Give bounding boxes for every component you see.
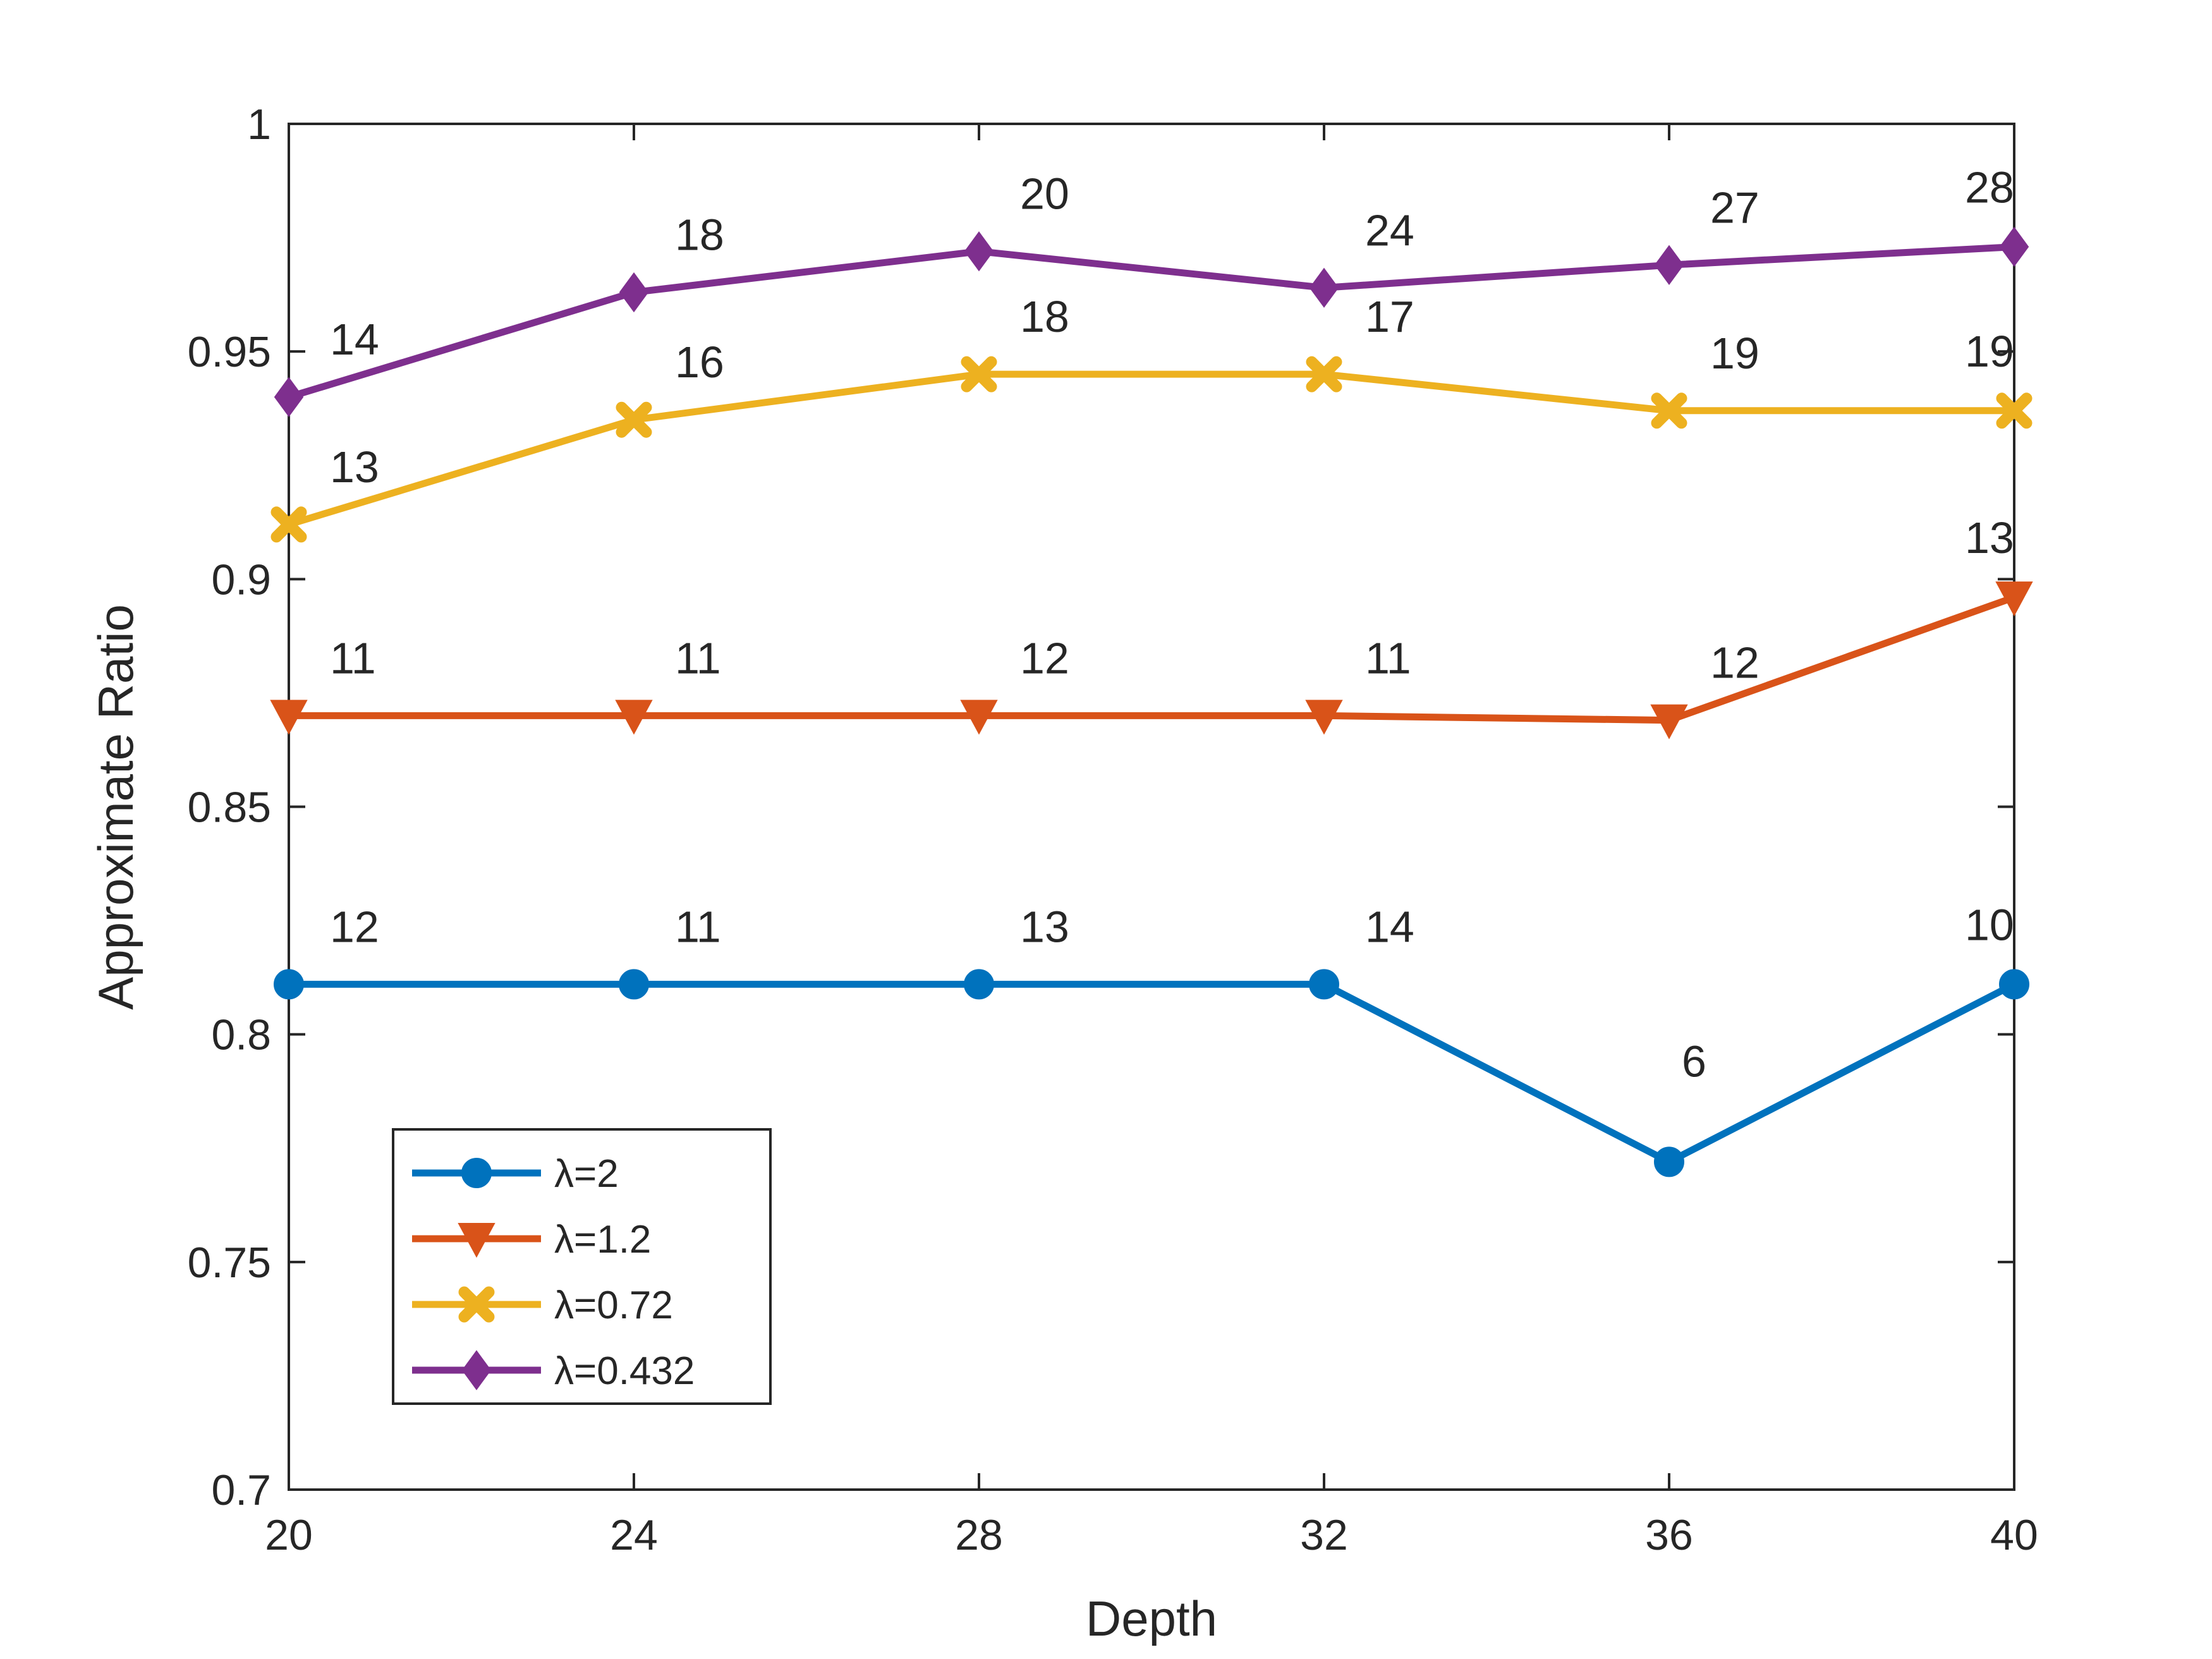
x-axis-title: Depth: [1086, 1591, 1217, 1646]
data-point: [270, 506, 307, 543]
data-label: 12: [330, 902, 379, 951]
data-label: 11: [330, 633, 376, 683]
series-line: [288, 370, 2014, 528]
series-line: [288, 243, 2015, 401]
legend-label: λ=0.432: [554, 1349, 695, 1393]
data-label: 17: [1365, 292, 1414, 341]
y-tick-label: 0.8: [211, 1011, 271, 1059]
data-point: [274, 969, 304, 1000]
y-tick-label: 0.7: [211, 1466, 271, 1514]
legend-label: λ=0.72: [554, 1284, 673, 1327]
data-label: 14: [330, 315, 379, 364]
legend-marker: [458, 1223, 495, 1258]
data-label: 16: [675, 337, 724, 387]
legend-label: λ=1.2: [554, 1218, 651, 1261]
x-tick-label: 40: [1990, 1511, 2038, 1559]
data-label: 13: [330, 442, 379, 492]
data-label: 27: [1710, 183, 1759, 232]
x-tick-label: 36: [1645, 1511, 1693, 1559]
data-point: [1995, 581, 2033, 617]
data-point: [1309, 267, 1339, 308]
data-point: [964, 231, 994, 272]
data-point: [1651, 392, 1687, 429]
x-tick-label: 32: [1300, 1511, 1348, 1559]
data-label: 10: [1965, 900, 2014, 949]
data-point: [616, 401, 652, 438]
data-label: 28: [1965, 162, 2014, 212]
data-point: [1999, 226, 2029, 267]
data-label: 24: [1365, 205, 1414, 255]
data-point: [1654, 245, 1684, 285]
y-tick-label: 1: [247, 100, 271, 149]
data-label: 13: [1020, 902, 1069, 951]
series-2: [270, 581, 2033, 739]
legend-label: λ=2: [554, 1152, 619, 1196]
y-tick-label: 0.75: [188, 1239, 271, 1287]
data-label: 19: [1965, 327, 2014, 376]
data-point: [1999, 969, 2029, 1000]
data-point: [619, 272, 649, 313]
data-point: [964, 969, 994, 1000]
x-tick-label: 24: [610, 1511, 658, 1559]
legend-marker: [461, 1350, 492, 1390]
data-label: 18: [675, 210, 724, 260]
data-point: [1654, 1146, 1684, 1177]
data-point: [615, 700, 653, 735]
series-group: [270, 226, 2033, 1177]
data-label: 12: [1710, 638, 1759, 688]
data-point: [1996, 392, 2033, 429]
data-label: 14: [1365, 902, 1414, 951]
data-point: [960, 700, 998, 735]
data-point: [1309, 969, 1339, 1000]
data-label: 19: [1710, 329, 1759, 378]
y-tick-label: 0.95: [188, 328, 271, 376]
data-label: 18: [1020, 292, 1069, 341]
data-label: 12: [1020, 633, 1069, 683]
legend-marker: [458, 1286, 495, 1323]
data-point: [1306, 356, 1342, 392]
data-label: 11: [675, 902, 721, 951]
x-tick-label: 28: [955, 1511, 1003, 1559]
series-line: [289, 593, 2015, 724]
series-line: [289, 980, 2016, 1165]
series-4: [274, 226, 2029, 417]
series-1: [274, 969, 2029, 1177]
point-labels: 12 11 13 14 6 10 11 11 12 11 12 13 13 16 18 17 19 19 14 18 2…: [330, 162, 2014, 1086]
y-axis-title: Approximate Ratio: [88, 604, 143, 1010]
y-tick-label: 0.9: [211, 556, 271, 604]
data-label: 20: [1020, 169, 1069, 219]
data-point: [1305, 700, 1343, 735]
data-point: [619, 969, 649, 1000]
data-label: 11: [675, 633, 721, 683]
data-point: [961, 356, 997, 392]
y-tick-label: 0.85: [188, 784, 271, 832]
legend-marker: [461, 1158, 492, 1188]
data-label: 11: [1365, 633, 1411, 683]
axis-ticks: 20 24 28 32 36 40 0.7 0.75 0.8 0.85 0.9 0.95 1: [188, 100, 2038, 1559]
data-point: [274, 377, 304, 417]
data-label: 13: [1965, 513, 2014, 562]
data-label: 6: [1682, 1036, 1706, 1086]
series-3: [270, 356, 2033, 543]
data-point: [1650, 704, 1688, 739]
legend: λ=2 λ=1.2 λ=0.72 λ=0.432: [392, 1128, 772, 1405]
x-tick-label: 20: [265, 1511, 313, 1559]
data-point: [270, 700, 308, 735]
